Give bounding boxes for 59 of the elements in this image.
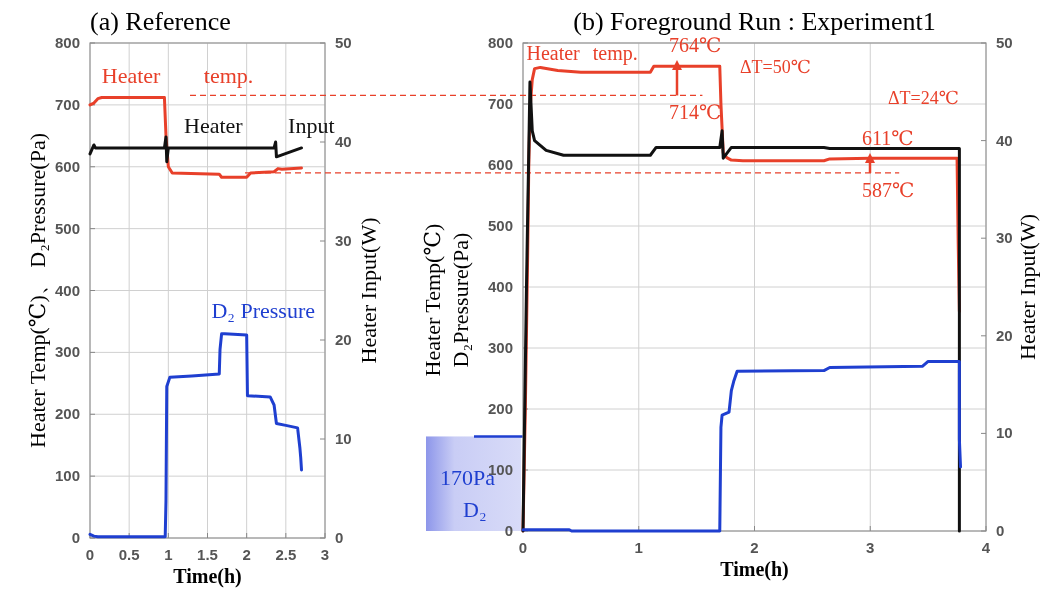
annotation: 611℃ <box>862 127 914 149</box>
y-tick-label: 0 <box>504 522 513 539</box>
legend-label: Heater temp. <box>526 42 638 66</box>
series-label: Heater Input <box>184 112 335 138</box>
x-tick-label: 3 <box>320 546 330 563</box>
y-tick-label: 100 <box>54 467 80 485</box>
y-tick-label: 800 <box>54 34 80 51</box>
x-tick-label: 2.5 <box>275 546 297 563</box>
x-tick-label: 4 <box>981 539 991 556</box>
y2-tick-label: 50 <box>335 34 352 51</box>
y-axis-title: Heater Temp(℃) D₂Pressure(Pa) <box>420 223 473 377</box>
y2-tick-label: 40 <box>996 131 1013 149</box>
y-tick-label: 600 <box>54 157 80 175</box>
annotation: 587℃ <box>862 179 915 201</box>
annotation: ΔT=24℃ <box>888 88 959 108</box>
x-tick-label: 1 <box>164 546 173 563</box>
y-tick-label: 500 <box>487 217 513 234</box>
y-tick-label: 200 <box>487 400 513 417</box>
y2-tick-label: 20 <box>335 331 352 348</box>
y-tick-label: 600 <box>487 156 513 173</box>
line-series <box>521 359 963 533</box>
y-tick-label: 300 <box>54 343 80 361</box>
y-tick-label: 700 <box>487 95 513 112</box>
annotation: 714℃ <box>669 101 722 123</box>
y2-tick-label: 0 <box>996 522 1005 539</box>
y2-tick-label: 30 <box>996 229 1013 247</box>
x-axis-title: Time(h) <box>173 565 242 588</box>
y-tick-label: 800 <box>487 34 513 51</box>
y2-axis-title: Heater Input(W) <box>356 217 381 364</box>
y2-tick-label: 20 <box>996 326 1013 344</box>
y2-tick-label: 30 <box>335 232 352 249</box>
y-axis-title: Heater Temp(℃)、 D₂Pressure(Pa) <box>25 132 50 449</box>
chart-title: (b) Foreground Run : Experiment1 <box>573 7 936 36</box>
chart-title: (a) Reference <box>90 7 231 36</box>
y-tick-label: 300 <box>487 339 513 356</box>
y2-tick-label: 50 <box>996 34 1013 51</box>
x-tick-label: 1 <box>634 539 643 556</box>
y2-tick-label: 10 <box>335 430 352 447</box>
y-tick-label: 400 <box>487 278 513 295</box>
y-tick-label: 500 <box>54 219 80 237</box>
x-tick-label: 0.5 <box>118 546 140 563</box>
x-tick-label: 3 <box>866 539 875 556</box>
x-tick-label: 1.5 <box>197 546 218 563</box>
x-tick-label: 0 <box>85 546 95 563</box>
y-tick-label: 700 <box>54 95 80 113</box>
line-series <box>88 332 303 539</box>
x-tick-label: 2 <box>750 539 759 556</box>
y2-tick-label: 10 <box>996 424 1013 442</box>
x-tick-label: 0 <box>518 539 528 556</box>
annotation: ΔT=50℃ <box>740 57 811 77</box>
annotation: 764℃ <box>669 34 722 56</box>
x-axis-title: Time(h) <box>720 558 789 581</box>
series-label: D₂ Pressure <box>211 298 316 324</box>
y2-tick-label: 40 <box>335 133 352 150</box>
x-tick-label: 2 <box>242 546 251 563</box>
series-label: Heater temp. <box>101 63 254 89</box>
y2-axis-title: Heater Input(W) <box>1015 214 1040 360</box>
y-tick-label: 200 <box>54 405 80 423</box>
y-tick-label: 400 <box>54 281 80 299</box>
